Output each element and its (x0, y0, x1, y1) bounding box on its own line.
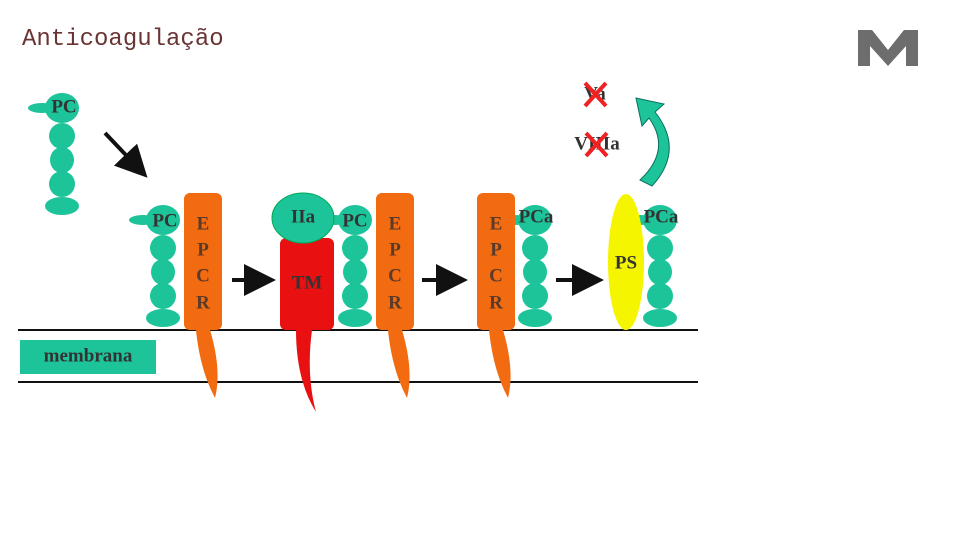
thrombomodulin: TM (280, 238, 334, 412)
thrombin (271, 192, 335, 244)
receptor-letter: R (489, 292, 503, 313)
cross (583, 81, 608, 108)
slide-title: Anticoagulação (22, 26, 224, 53)
protein-label: PC (152, 210, 177, 231)
receptor-letter: P (490, 239, 502, 260)
receptor-letter: R (196, 292, 210, 313)
receptor-letter: R (388, 292, 402, 313)
curved-arrow (635, 97, 670, 187)
membrane-box (20, 340, 156, 374)
protein-label: PC (342, 210, 367, 231)
protein-label: PCa (519, 206, 554, 227)
epcr: E P C R (376, 193, 414, 398)
receptor-letter: P (197, 239, 209, 260)
receptor-letter: C (196, 265, 210, 286)
membrane-label: membrana (44, 345, 133, 366)
diagram: membrana PC PC PC PCa PCa E P C R TM IIa… (18, 65, 700, 413)
epcr: E P C R (184, 193, 222, 398)
arrow (103, 131, 148, 178)
receptor-letter: E (197, 213, 210, 234)
tm-label: TM (292, 272, 323, 293)
receptor-letter: P (389, 239, 401, 260)
protein-s (608, 194, 644, 330)
receptor-letter: C (388, 265, 402, 286)
epcr: E P C R (477, 193, 515, 398)
protein-label: PC (51, 96, 76, 117)
receptor-letter: E (490, 213, 503, 234)
receptor-letter: C (489, 265, 503, 286)
logo (858, 30, 918, 66)
cross (584, 131, 609, 158)
ps-label: PS (615, 252, 637, 273)
thrombin-label: IIa (291, 206, 316, 227)
protein-label: PCa (644, 206, 679, 227)
receptor-letter: E (389, 213, 402, 234)
